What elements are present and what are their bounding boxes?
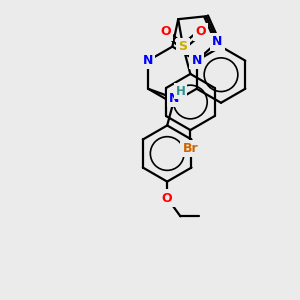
Text: N: N bbox=[143, 54, 153, 67]
Text: O: O bbox=[196, 26, 206, 38]
Text: N: N bbox=[169, 92, 180, 105]
Text: N: N bbox=[191, 54, 202, 67]
Text: S: S bbox=[178, 40, 188, 53]
Text: N: N bbox=[212, 35, 223, 48]
Text: H: H bbox=[176, 85, 185, 98]
Text: O: O bbox=[160, 26, 171, 38]
Text: O: O bbox=[162, 192, 172, 205]
Text: Br: Br bbox=[182, 142, 198, 155]
